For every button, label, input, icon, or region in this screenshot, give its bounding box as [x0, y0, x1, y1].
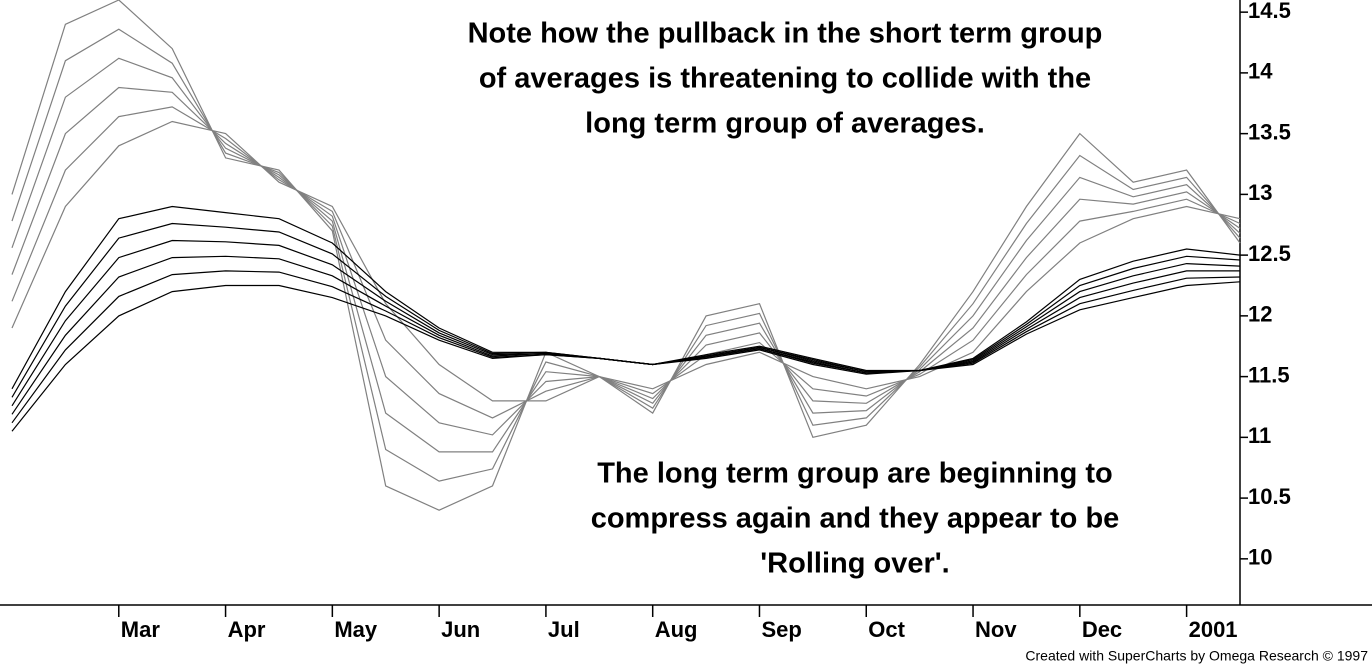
annotation: The long term group are beginning to: [597, 458, 1113, 490]
x-tick-label: Apr: [228, 617, 266, 642]
annotation: Note how the pullback in the short term …: [468, 18, 1103, 50]
y-tick-label: 13.5: [1248, 119, 1291, 144]
y-tick-label: 13: [1248, 180, 1272, 205]
y-tick-label: 11.5: [1248, 362, 1290, 387]
series-line: [11, 222, 1241, 398]
x-tick-label: Aug: [655, 617, 698, 642]
annotation: compress again and they appear to be: [591, 503, 1120, 535]
series-line: [11, 28, 1241, 482]
credit: Created with SuperCharts by Omega Resear…: [1025, 648, 1368, 664]
x-tick-label: 2001: [1189, 617, 1238, 642]
x-tick-label: Sep: [761, 617, 801, 642]
y-tick-label: 11: [1248, 423, 1271, 448]
x-tick-label: May: [334, 617, 378, 642]
x-tick-label: Jul: [548, 617, 580, 642]
series-line: [11, 270, 1241, 424]
y-tick-label: 14.5: [1248, 0, 1291, 23]
x-tick-label: Dec: [1082, 617, 1122, 642]
annotation: long term group of averages.: [585, 108, 985, 140]
y-tick-label: 12: [1248, 302, 1272, 327]
series-line: [11, 281, 1241, 432]
series-line: [11, 106, 1241, 419]
annotation: 'Rolling over'.: [760, 548, 949, 580]
series-line: [11, 86, 1241, 436]
series-line: [11, 57, 1241, 453]
series-line: [11, 120, 1241, 402]
y-tick-label: 10.5: [1248, 484, 1291, 509]
x-tick-label: Nov: [975, 617, 1017, 642]
x-tick-label: Oct: [868, 617, 905, 642]
annotation: of averages is threatening to collide wi…: [479, 63, 1091, 95]
y-tick-label: 12.5: [1248, 241, 1291, 266]
x-tick-label: Jun: [441, 617, 480, 642]
x-tick-label: Mar: [121, 617, 161, 642]
y-tick-label: 10: [1248, 545, 1272, 570]
y-tick-label: 14: [1248, 59, 1273, 84]
series-line: [11, 0, 1241, 511]
